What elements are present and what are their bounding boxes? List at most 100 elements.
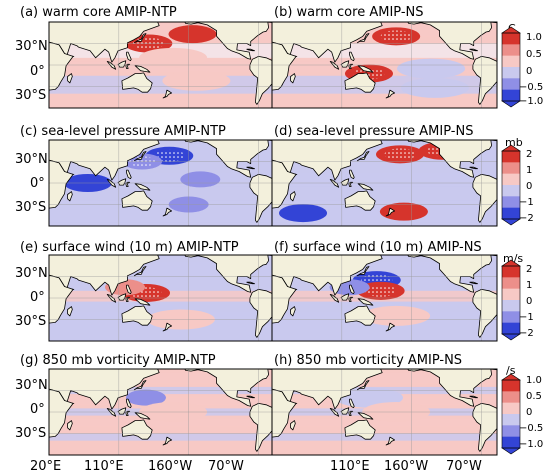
colorbar-tick-label: −1 [519,197,534,208]
continent-sumatra [329,179,340,188]
continent-sumatra [329,294,340,303]
panel-title: (h) 850 mb vorticity AMIP-NS [274,353,462,368]
colorbar-extend-top [501,26,521,34]
continent-cuba [469,48,478,52]
anomaly-mark [168,25,217,44]
continent-sulawesi [348,410,354,416]
continent-madagascar [290,191,296,202]
continent-japan [356,380,370,391]
anomaly-band [49,75,274,94]
colorbar-segment [502,414,520,426]
continent-borneo [117,407,127,415]
lat-tick-label: 30°S [15,426,46,441]
lat-tick-label: 30°S [15,88,46,103]
continent-sulawesi [125,296,131,302]
continent-borneo [340,293,350,301]
anomaly-band [49,419,274,427]
continent-nz [162,207,172,217]
continent-newguinea [134,412,151,420]
colorbar-segment [502,402,520,415]
continent-sam [472,403,498,452]
continent-nam [407,368,492,407]
colorbar-segment [502,55,520,68]
continent-sam [472,56,498,105]
colorbar-segment [502,33,520,45]
continent-africa [48,274,74,324]
lon-tick-label: 160°W [148,459,192,474]
colorbar-tick-label: −1 [519,312,534,323]
colorbar-frame [501,150,521,220]
colorbar [501,373,521,455]
colorbar-segment [502,151,520,163]
lon-tick-label: 160°W [384,459,428,474]
lat-tick-label: 0° [30,402,45,417]
continent-newguinea [357,65,374,73]
colorbar-tick-label: −0.5 [519,82,543,93]
colorbar-segment [502,162,520,174]
colorbar-segment [502,425,520,437]
continent-sumatra [106,179,117,188]
lat-tick-label: 0° [30,290,45,305]
panel-title: (d) sea-level pressure AMIP-NS [274,124,473,139]
continent-newguinea [134,298,151,306]
continent-phil [126,51,132,62]
colorbar-segment [502,173,520,186]
continent-phil [349,398,355,409]
continent-japan [356,266,370,277]
colorbar-extend-bottom [501,218,521,226]
significance-stipple [384,148,416,161]
colorbar-extend-top [501,373,521,381]
map-panel [271,21,498,109]
continent-sulawesi [348,296,354,302]
anomaly-mark [400,77,469,98]
continent-phil [349,284,355,295]
continent-nam [407,21,492,60]
panel-title: (b) warm core AMIP-NS [274,5,424,20]
colorbar-segment [502,207,520,220]
colorbar-tick-label: −1.0 [519,439,543,450]
continent-sam [249,174,275,223]
colorbar-tick-label: 0.5 [526,391,542,402]
continent-madagascar [290,420,296,431]
continent-japan [133,151,147,162]
colorbar-segment [502,44,520,56]
colorbar-tick-label: 2 [526,264,532,275]
anomaly-band [272,372,497,384]
colorbar-segment [502,322,520,335]
colorbar-segment [502,277,520,289]
continent-phil [126,169,132,180]
lat-tick-label: 30°N [15,39,48,54]
continent-nam [184,254,269,293]
continent-cuba [246,281,255,285]
colorbar-tick-label: −2 [519,213,534,224]
lat-tick-label: 0° [30,64,45,79]
colorbar-extend-bottom [501,447,521,455]
continent-aus [344,305,376,326]
panel-title: (f) surface wind (10 m) AMIP-NS [274,240,482,255]
continent-nz [162,89,172,99]
colorbar-extend-bottom [501,333,521,341]
panel-title: (g) 850 mb vorticity AMIP-NTP [20,353,216,368]
continent-sam [472,174,498,223]
colorbar-tick-label: 2 [526,149,532,160]
continent-aus [121,72,153,93]
continent-borneo [340,60,350,68]
colorbar-segment [502,311,520,323]
continent-phil [126,398,132,409]
continent-sulawesi [125,410,131,416]
continent-aus [121,190,153,211]
continent-madagascar [67,306,73,317]
anomaly-mark [379,202,428,221]
map-panel [48,368,275,456]
colorbar-segment [502,67,520,79]
continent-africa [271,388,297,438]
continent-africa [48,388,74,438]
panel-title: (e) surface wind (10 m) AMIP-NTP [20,240,239,255]
continent-cuba [246,48,255,52]
continent-sam [249,289,275,338]
lat-tick-label: 30°N [15,266,48,281]
lon-tick-label: 20°E [30,459,61,474]
map-panel [271,368,498,456]
continent-nz [162,436,172,446]
continent-sulawesi [348,63,354,69]
